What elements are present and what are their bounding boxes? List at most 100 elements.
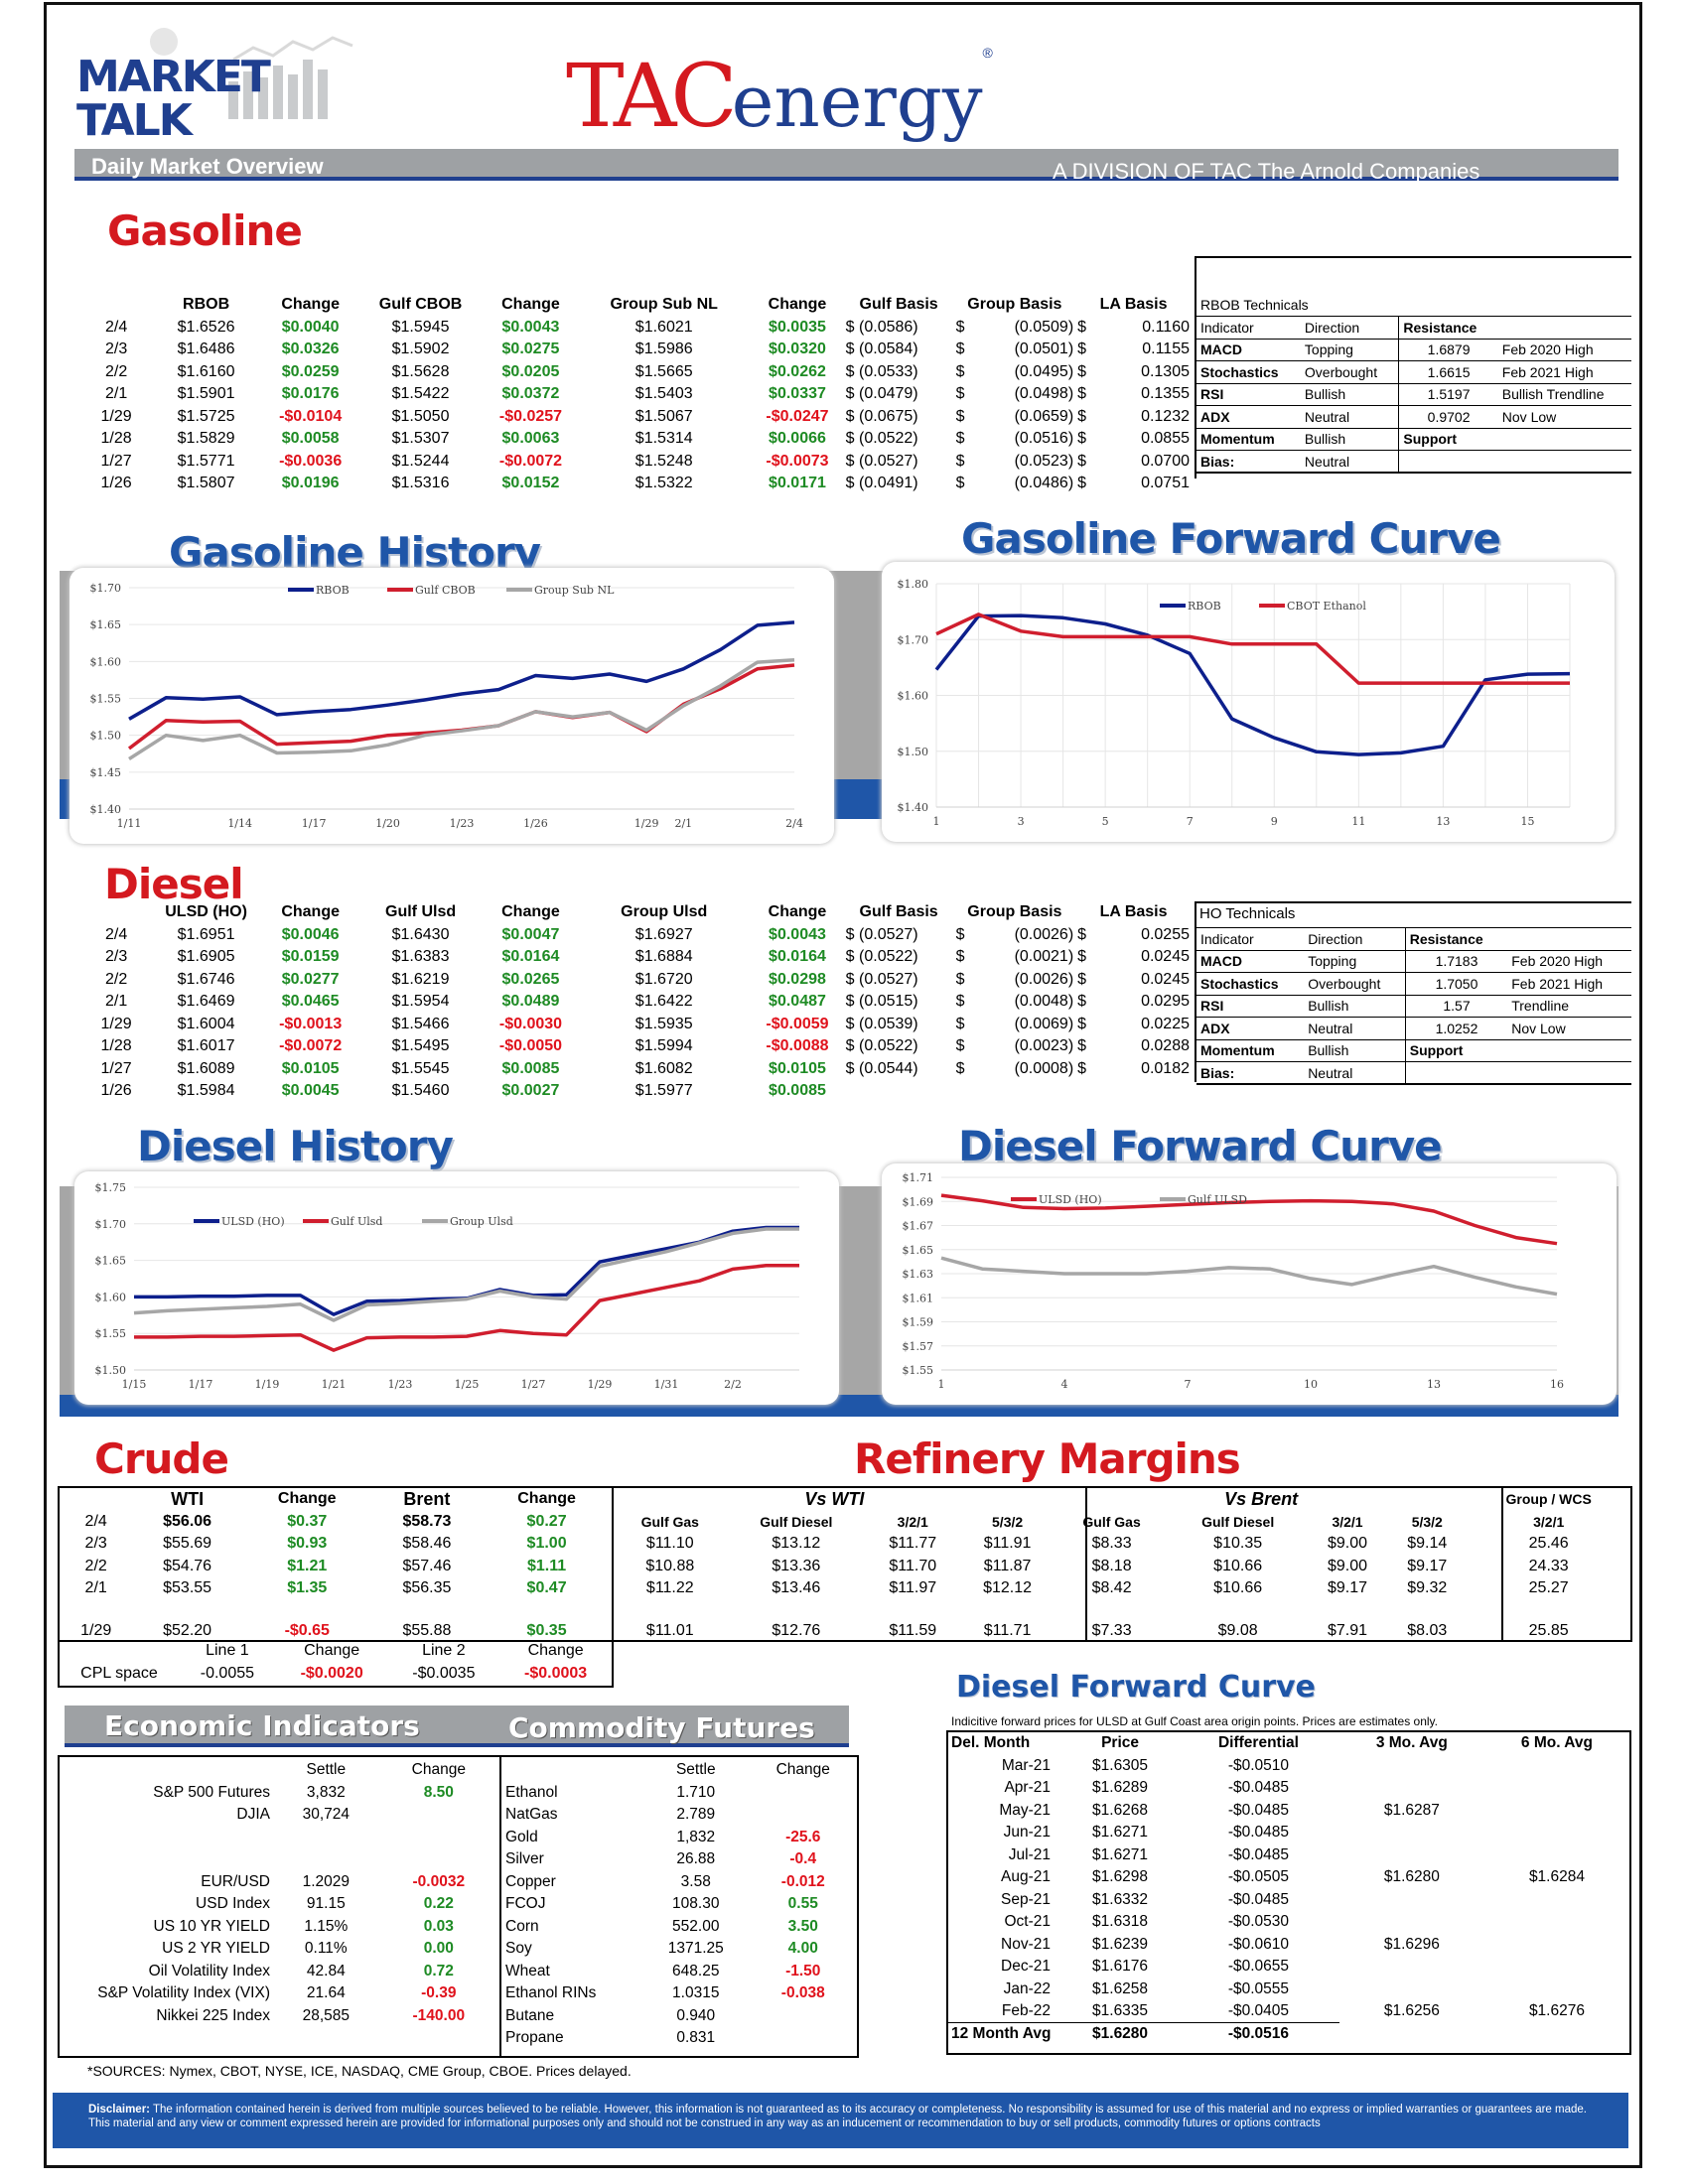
column-header	[60, 1759, 273, 1782]
la-basis-cell: $0.0225	[1075, 1014, 1192, 1036]
date-cell: 1/29	[100, 407, 132, 425]
gulf-basis-cell	[844, 1080, 954, 1103]
price-cell: $1.6017	[177, 1037, 235, 1055]
price-cell: $1.5935	[634, 1015, 693, 1032]
currency-sign: $	[955, 925, 965, 943]
direction-cell: Bullish	[1304, 1038, 1406, 1062]
currency-sign: $	[955, 362, 965, 380]
change-cell: $0.0164	[501, 948, 560, 966]
indicator-cell: Momentum	[1196, 1038, 1305, 1062]
price-cell: $1.6089	[177, 1059, 235, 1077]
settle-cell: 21.64	[306, 1984, 346, 2002]
date-cell: 1/28	[100, 1037, 132, 1055]
group-wcs-label: Group / WCS	[1505, 1491, 1592, 1508]
gas-forward-title: Gasoline Forward Curve	[961, 514, 1501, 563]
tech-row: RSI Bullish 1.5197 Bullish Trendline	[1196, 382, 1631, 406]
note-cell: Nov Low	[1497, 405, 1631, 428]
currency-sign: $	[1077, 385, 1087, 403]
price-cell: $1.6951	[177, 925, 235, 943]
column-header: Group Sub NL	[610, 296, 718, 314]
y-tick-label: $1.60	[90, 655, 122, 668]
date-cell: 2/2	[104, 970, 128, 988]
avg3-cell	[1339, 1755, 1484, 1778]
la-basis-cell: $0.0288	[1075, 1035, 1192, 1058]
avg3-cell	[1339, 1979, 1484, 2001]
currency-sign: $	[955, 1059, 965, 1077]
cpl-header: Line 2	[422, 1642, 466, 1660]
change-cell: $0.0063	[501, 430, 560, 448]
table-row: 1/29 $52.20 -$0.65 $55.88 $0.35	[60, 1600, 612, 1640]
x-tick-label: 1	[933, 815, 940, 828]
spacer	[60, 1640, 179, 1663]
price-cell: $1.5994	[634, 1037, 693, 1055]
change-cell: -0.012	[780, 1872, 825, 1890]
margin-cell: $9.08	[1217, 1621, 1258, 1639]
date-cell: 1/29	[80, 1621, 112, 1639]
cpl-header-row: Line 1 Change Line 2 Change	[60, 1640, 612, 1663]
price-cell: $1.5307	[391, 430, 450, 448]
value: 0.0255	[1141, 925, 1190, 943]
series-line-group-ulsd	[133, 1227, 799, 1322]
y-tick-label: $1.50	[898, 746, 929, 758]
x-tick-label: 1/23	[450, 817, 475, 830]
change-cell: $0.0298	[769, 970, 826, 988]
series-line-group-sub-nl	[128, 658, 795, 760]
date-cell: 1/26	[100, 475, 132, 492]
note-cell	[1507, 1061, 1631, 1085]
x-tick-label: 13	[1427, 1378, 1441, 1391]
level-cell: Resistance	[1405, 927, 1508, 950]
level-cell: 0.9702	[1398, 405, 1498, 428]
label-cell: Ethanol	[505, 1783, 558, 1801]
change-cell: $0.0205	[501, 362, 560, 380]
avg6-cell	[1484, 1979, 1629, 2001]
value: 0.1305	[1141, 362, 1190, 380]
table-row: 2/3 $1.6905 $0.0159 $1.6383 $0.0164 $1.6884 $0…	[84, 946, 1192, 969]
table-row: NatGas 2.789	[502, 1804, 856, 1827]
header-row: Settle Change	[502, 1759, 856, 1782]
header-row: WTI Change Brent Change	[60, 1488, 612, 1511]
price-cell: $1.6258	[1092, 1979, 1149, 1997]
change-cell: -0.39	[421, 1984, 457, 2002]
column-header: Gulf Basis	[859, 296, 938, 314]
avg6-cell	[1484, 1800, 1629, 1823]
differential-cell: -$0.0485	[1227, 1779, 1290, 1797]
series-line-rbob	[934, 614, 1571, 756]
price-cell: $1.5901	[177, 385, 235, 403]
settle-cell: 3.58	[680, 1872, 711, 1890]
table-row: Dec-21 $1.6176 -$0.0655	[948, 1956, 1629, 1979]
month-cell: Sep-21	[1001, 1890, 1051, 1908]
margin-cell: $9.14	[1407, 1535, 1448, 1553]
change-cell: $1.11	[527, 1557, 567, 1574]
header-division: A DIVISION OF TAC The Arnold Companies	[1053, 159, 1480, 184]
differential-cell: -$0.0530	[1227, 1913, 1290, 1931]
sources-note: *SOURCES: Nymex, CBOT, NYSE, ICE, NASDAQ…	[87, 2063, 632, 2079]
y-tick-label: $1.59	[903, 1316, 934, 1329]
change-cell: -$0.65	[284, 1621, 330, 1639]
note-cell: Feb 2021 High	[1507, 972, 1631, 995]
spacer	[1484, 2023, 1629, 2046]
date-cell: 2/2	[104, 362, 128, 380]
change-cell: $0.0196	[281, 475, 340, 492]
cpl-label: CPL space	[80, 1664, 158, 1682]
tech-row: ADX Neutral 1.0252 Nov Low	[1196, 1017, 1631, 1039]
table-row: Jan-22 $1.6258 -$0.0555	[948, 1979, 1629, 2001]
y-tick-label: $1.45	[90, 766, 122, 779]
y-tick-label: $1.70	[95, 1218, 127, 1231]
margin-cell: $9.00	[1328, 1535, 1368, 1553]
margin-cell: $11.91	[983, 1535, 1032, 1553]
table-row: 2/4 $56.06 $0.37 $58.73 $0.27	[60, 1511, 612, 1534]
settle-cell: 1,832	[676, 1828, 716, 1845]
price-cell: $1.5067	[634, 407, 693, 425]
label-cell: NatGas	[505, 1806, 558, 1824]
change-cell: $0.0320	[769, 341, 826, 358]
change-cell: $0.0058	[281, 430, 340, 448]
settle-cell: 26.88	[676, 1850, 716, 1868]
la-basis-cell: $0.0182	[1075, 1058, 1192, 1081]
margin-cell: $7.91	[1328, 1621, 1368, 1639]
logo-registered: ®	[982, 45, 993, 61]
y-tick-label: $1.55	[90, 693, 122, 706]
price-cell: $1.6160	[177, 362, 235, 380]
month-cell: Jan-22	[1003, 1979, 1051, 1997]
change-cell: $0.47	[526, 1579, 567, 1597]
indicator-cell: RSI	[1196, 382, 1301, 406]
